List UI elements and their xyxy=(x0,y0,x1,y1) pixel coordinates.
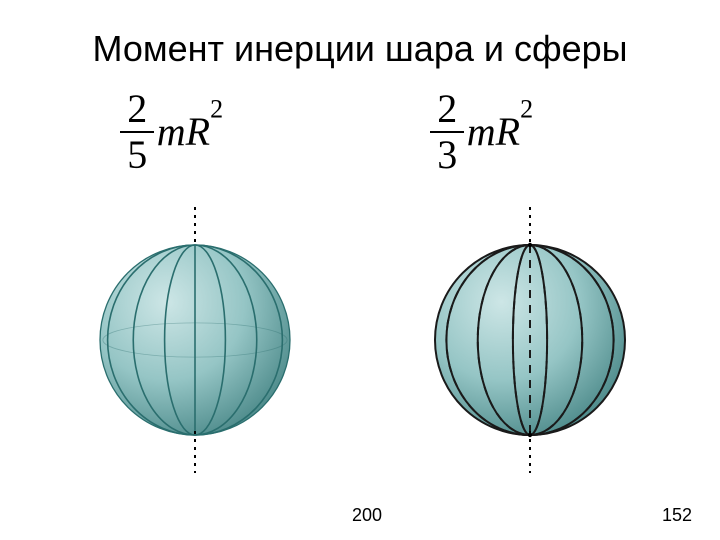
page-title: Момент инерции шара и сферы xyxy=(0,28,720,70)
footer-number-right: 152 xyxy=(662,505,692,526)
solid-ball-svg xyxy=(85,200,305,480)
formula-mR: mR xyxy=(157,108,210,155)
formula-exponent: 2 xyxy=(520,95,533,124)
formula-hollow-sphere: 2 3 mR2 xyxy=(430,88,533,176)
fraction-denominator: 3 xyxy=(430,131,464,176)
footer-number-left: 200 xyxy=(352,505,382,526)
fraction-numerator: 2 xyxy=(430,88,464,131)
formula-mR: mR xyxy=(467,108,520,155)
hollow-sphere-svg xyxy=(420,200,640,480)
fraction-denominator: 5 xyxy=(120,131,154,176)
solid-ball-figure xyxy=(85,200,305,480)
formula-solid-ball: 2 5 mR2 xyxy=(120,88,223,176)
formula-exponent: 2 xyxy=(210,95,223,124)
fraction-numerator: 2 xyxy=(120,88,154,131)
hollow-sphere-figure xyxy=(420,200,640,480)
